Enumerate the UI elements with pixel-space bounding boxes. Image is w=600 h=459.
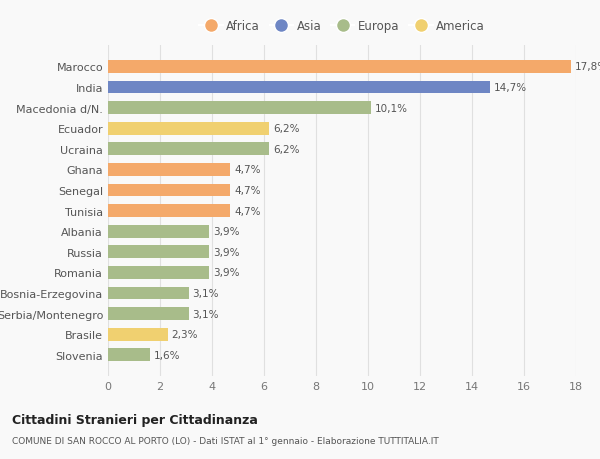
Bar bbox=[108, 164, 230, 176]
Bar bbox=[108, 205, 230, 218]
Bar bbox=[108, 287, 188, 300]
Bar bbox=[108, 349, 149, 361]
Bar bbox=[108, 81, 490, 94]
Text: 4,7%: 4,7% bbox=[234, 185, 260, 196]
Text: 10,1%: 10,1% bbox=[374, 103, 407, 113]
Legend: Africa, Asia, Europa, America: Africa, Asia, Europa, America bbox=[194, 16, 490, 38]
Bar bbox=[108, 225, 209, 238]
Text: 17,8%: 17,8% bbox=[575, 62, 600, 72]
Bar bbox=[108, 184, 230, 197]
Bar bbox=[108, 102, 371, 115]
Bar bbox=[108, 123, 269, 135]
Text: 3,1%: 3,1% bbox=[193, 309, 219, 319]
Text: 1,6%: 1,6% bbox=[154, 350, 180, 360]
Bar bbox=[108, 246, 209, 258]
Text: 4,7%: 4,7% bbox=[234, 165, 260, 175]
Text: 6,2%: 6,2% bbox=[273, 124, 299, 134]
Bar bbox=[108, 308, 188, 320]
Text: 3,9%: 3,9% bbox=[214, 268, 240, 278]
Bar bbox=[108, 143, 269, 156]
Text: 2,3%: 2,3% bbox=[172, 330, 198, 339]
Text: 6,2%: 6,2% bbox=[273, 145, 299, 155]
Bar bbox=[108, 328, 168, 341]
Bar bbox=[108, 61, 571, 73]
Text: Cittadini Stranieri per Cittadinanza: Cittadini Stranieri per Cittadinanza bbox=[12, 413, 258, 426]
Text: 4,7%: 4,7% bbox=[234, 206, 260, 216]
Text: 3,9%: 3,9% bbox=[214, 227, 240, 237]
Text: 14,7%: 14,7% bbox=[494, 83, 527, 93]
Text: COMUNE DI SAN ROCCO AL PORTO (LO) - Dati ISTAT al 1° gennaio - Elaborazione TUTT: COMUNE DI SAN ROCCO AL PORTO (LO) - Dati… bbox=[12, 436, 439, 445]
Bar bbox=[108, 266, 209, 279]
Text: 3,9%: 3,9% bbox=[214, 247, 240, 257]
Text: 3,1%: 3,1% bbox=[193, 288, 219, 298]
